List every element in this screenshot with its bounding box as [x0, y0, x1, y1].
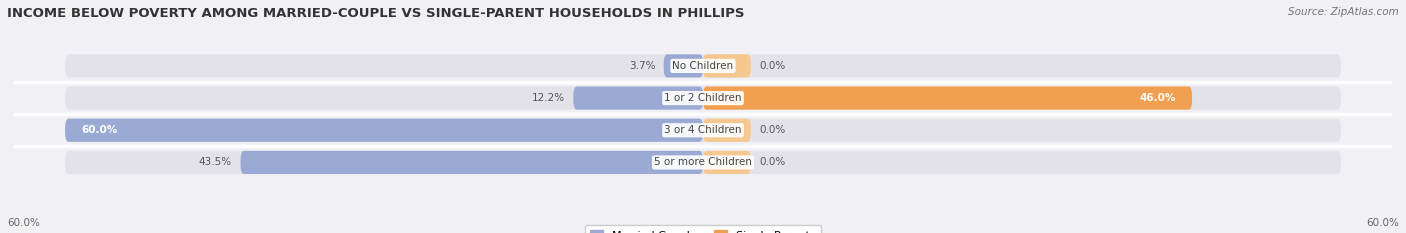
Text: 43.5%: 43.5%	[198, 158, 232, 168]
Text: 0.0%: 0.0%	[759, 61, 786, 71]
FancyBboxPatch shape	[65, 54, 1341, 78]
Text: 3 or 4 Children: 3 or 4 Children	[664, 125, 742, 135]
FancyBboxPatch shape	[664, 54, 703, 78]
Text: 12.2%: 12.2%	[531, 93, 565, 103]
Text: 60.0%: 60.0%	[82, 125, 117, 135]
Text: 0.0%: 0.0%	[759, 125, 786, 135]
FancyBboxPatch shape	[703, 86, 1192, 110]
Text: INCOME BELOW POVERTY AMONG MARRIED-COUPLE VS SINGLE-PARENT HOUSEHOLDS IN PHILLIP: INCOME BELOW POVERTY AMONG MARRIED-COUPL…	[7, 7, 745, 20]
FancyBboxPatch shape	[65, 119, 1341, 142]
FancyBboxPatch shape	[65, 151, 1341, 174]
Text: 46.0%: 46.0%	[1140, 93, 1175, 103]
Text: 1 or 2 Children: 1 or 2 Children	[664, 93, 742, 103]
Text: 3.7%: 3.7%	[628, 61, 655, 71]
FancyBboxPatch shape	[240, 151, 703, 174]
FancyBboxPatch shape	[65, 86, 1341, 110]
FancyBboxPatch shape	[703, 119, 751, 142]
FancyBboxPatch shape	[703, 151, 751, 174]
Legend: Married Couples, Single Parents: Married Couples, Single Parents	[585, 225, 821, 233]
Text: 60.0%: 60.0%	[7, 218, 39, 228]
FancyBboxPatch shape	[703, 54, 751, 78]
Text: 5 or more Children: 5 or more Children	[654, 158, 752, 168]
Text: Source: ZipAtlas.com: Source: ZipAtlas.com	[1288, 7, 1399, 17]
Text: 60.0%: 60.0%	[1367, 218, 1399, 228]
Text: No Children: No Children	[672, 61, 734, 71]
FancyBboxPatch shape	[574, 86, 703, 110]
FancyBboxPatch shape	[65, 119, 703, 142]
Text: 0.0%: 0.0%	[759, 158, 786, 168]
